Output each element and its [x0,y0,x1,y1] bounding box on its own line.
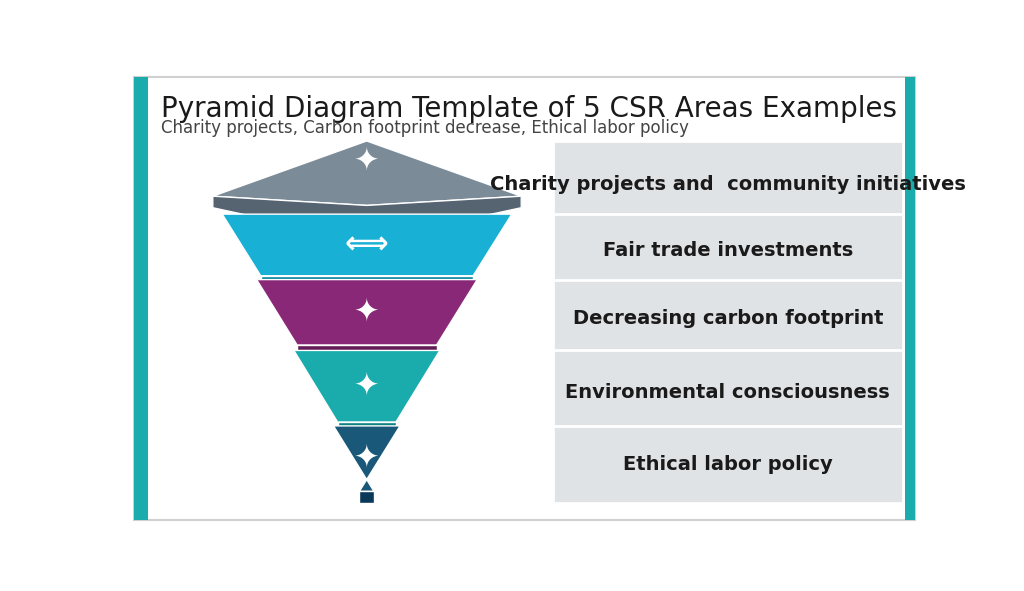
Text: ⟺: ⟺ [345,230,388,259]
Text: Pyramid Diagram Template of 5 CSR Areas Examples: Pyramid Diagram Template of 5 CSR Areas … [161,95,897,123]
Bar [553,426,903,503]
Bar [134,77,148,520]
Text: Fair trade investments: Fair trade investments [603,241,853,260]
Text: ✦: ✦ [354,147,380,176]
Polygon shape [297,345,436,356]
Bar [904,77,915,520]
Bar [553,214,903,287]
Text: ✦: ✦ [354,371,380,400]
Polygon shape [257,280,477,345]
Text: Charity projects and  community initiatives: Charity projects and community initiativ… [489,174,966,194]
Polygon shape [213,141,521,206]
Text: Charity projects, Carbon footprint decrease, Ethical labor policy: Charity projects, Carbon footprint decre… [161,119,688,138]
Text: Environmental consciousness: Environmental consciousness [565,382,890,401]
Polygon shape [294,350,440,422]
Polygon shape [338,422,396,434]
Polygon shape [222,214,512,276]
Polygon shape [213,196,521,241]
Polygon shape [359,491,374,503]
Text: ✦: ✦ [354,444,380,473]
Text: ✦: ✦ [354,297,380,326]
Text: Decreasing carbon footprint: Decreasing carbon footprint [572,309,883,327]
FancyBboxPatch shape [134,77,915,520]
Bar [553,280,903,356]
Bar [553,350,903,434]
Polygon shape [261,276,473,287]
Text: Ethical labor policy: Ethical labor policy [623,455,833,474]
Bar [553,141,903,227]
Polygon shape [334,426,400,491]
